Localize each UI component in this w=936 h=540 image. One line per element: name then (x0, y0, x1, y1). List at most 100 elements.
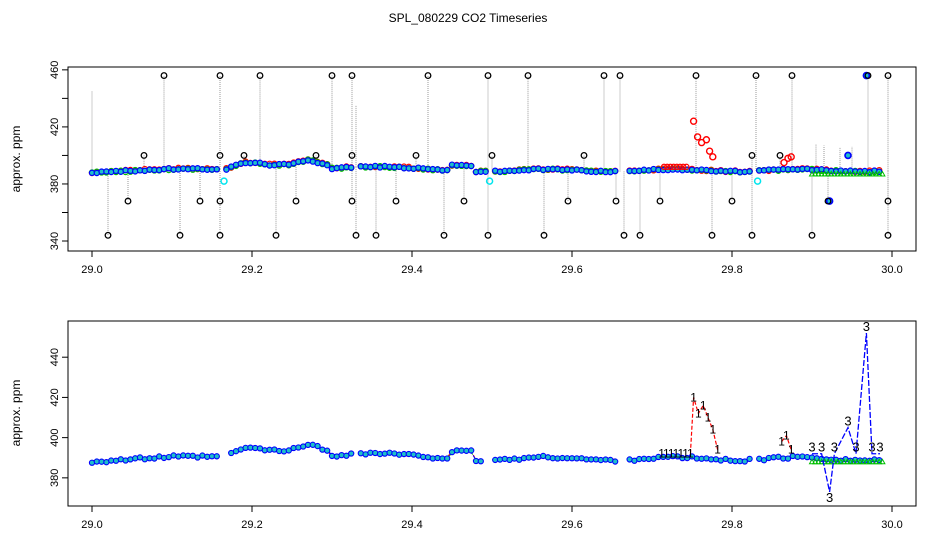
bottom-green-triangle (847, 458, 854, 465)
top-outlier-point (424, 72, 432, 80)
top-outlier-point (484, 231, 492, 239)
bottom-green-triangle (837, 458, 845, 465)
bottom-y-tick-label: 400 (49, 428, 61, 446)
bottom-red-marker: 1 (705, 411, 712, 425)
top-outlier-point (540, 231, 548, 239)
bottom-red-marker: 1 (687, 447, 694, 461)
top-outlier-point (600, 72, 608, 80)
top-outlier-point (616, 72, 624, 80)
bottom-blue-marker: 3 (852, 440, 859, 455)
top-green-triangle (872, 170, 880, 177)
bottom-red-marker: 1 (714, 443, 721, 457)
top-green-triangle (821, 170, 829, 177)
top-red-spike-point (780, 158, 788, 167)
top-outlier-point (884, 231, 892, 239)
bottom-blue-point (314, 442, 321, 450)
top-outlier-point (104, 231, 112, 239)
bottom-red-marker: 1 (658, 447, 665, 461)
top-green-triangle (843, 170, 851, 177)
top-outlier-point (216, 151, 224, 159)
top-outlier-point (352, 231, 360, 239)
bottom-blue-spike-line (812, 333, 880, 493)
top-blue-point (612, 167, 619, 175)
bottom-blue-marker: 3 (808, 440, 815, 455)
bottom-green-triangle (859, 458, 867, 465)
top-x-tick-label: 30.0 (881, 264, 902, 276)
top-red-point (673, 163, 681, 171)
top-outlier-point (348, 72, 356, 80)
top-green-triangle (818, 170, 825, 177)
top-outlier-point (748, 231, 756, 239)
top-panel-frame (67, 66, 917, 252)
top-outlier-point (392, 197, 400, 205)
top-green-triangle (824, 170, 832, 177)
bottom-red-spike-line (781, 434, 792, 450)
top-outlier-point (292, 197, 300, 205)
top-y-axis-label: approx. ppm (9, 126, 23, 193)
bottom-red-marker: 1 (663, 447, 670, 461)
top-red-spike-point (705, 147, 714, 155)
top-green-triangle (847, 170, 854, 177)
bottom-panel: approx. ppm 29.0 29.2 29.4 29.6 29.8 30.0 380 4… (9, 319, 917, 531)
top-outlier-point (788, 72, 796, 80)
top-outlier-point (488, 151, 496, 159)
bottom-blue-point (348, 450, 355, 457)
bottom-red-spike-line (689, 397, 719, 454)
bottom-red-marker: 1 (783, 429, 790, 443)
top-outlier-point (884, 197, 892, 205)
top-green-triangle (840, 170, 848, 177)
top-outlier-point (196, 197, 204, 205)
top-outlier-point (580, 151, 588, 159)
bottom-x-tick-label: 29.6 (561, 519, 582, 531)
top-cyan-point (220, 177, 228, 185)
top-outlier-point (372, 231, 380, 239)
bottom-green-triangle (869, 458, 877, 465)
top-blue-point (223, 166, 230, 173)
top-outlier-point (692, 72, 700, 80)
top-outlier-point (748, 151, 756, 159)
bottom-red-marker: 1 (690, 390, 697, 404)
top-outlier-point (460, 197, 468, 205)
top-red-point (670, 163, 677, 171)
top-green-triangle (859, 170, 867, 177)
bottom-red-marker: 1 (677, 447, 684, 461)
bottom-blue-point (468, 447, 475, 454)
top-outlier-point (752, 72, 760, 80)
top-red-point (680, 163, 687, 171)
bottom-x-tick-label: 29.2 (241, 519, 262, 531)
top-outlier-point (176, 231, 184, 239)
top-outlier-point (348, 151, 356, 159)
top-outlier-point (524, 72, 532, 80)
bottom-red-marker: 1 (700, 398, 707, 412)
bottom-red-marker: 1 (673, 447, 680, 461)
top-red-point (664, 163, 671, 171)
bottom-x-tick-label: 29.0 (81, 519, 102, 531)
figure-title: SPL_080229 CO2 Timeseries (389, 11, 548, 25)
bottom-blue-point (477, 458, 484, 465)
top-outlier-point (620, 231, 628, 239)
top-y-tick-label: 460 (49, 61, 61, 79)
top-red-spike-point (709, 153, 717, 161)
top-outlier-point (612, 197, 620, 205)
top-green-triangle (879, 170, 886, 177)
top-green-triangle (834, 170, 841, 177)
bottom-blue-point (285, 447, 292, 454)
bottom-red-marker: 1 (788, 443, 795, 457)
top-blue-point (444, 166, 451, 174)
bottom-green-triangle (827, 458, 835, 465)
bottom-red-marker: 1 (778, 435, 785, 449)
bottom-green-triangle (840, 458, 848, 465)
bottom-red-marker: 1 (695, 407, 702, 421)
top-y-tick-label: 380 (49, 175, 61, 193)
top-outlier-point (328, 72, 336, 80)
bottom-y-axis-label: approx. ppm (9, 380, 23, 447)
top-green-triangle (863, 170, 870, 177)
bottom-blue-point (612, 458, 619, 465)
top-x-tick-label: 29.0 (81, 264, 102, 276)
top-outlier-point (636, 231, 644, 239)
top-blue-point (348, 164, 355, 171)
bottom-y-tick-label: 380 (49, 469, 61, 487)
top-x-tick-label: 29.2 (241, 264, 262, 276)
top-outlier-point (656, 197, 664, 205)
